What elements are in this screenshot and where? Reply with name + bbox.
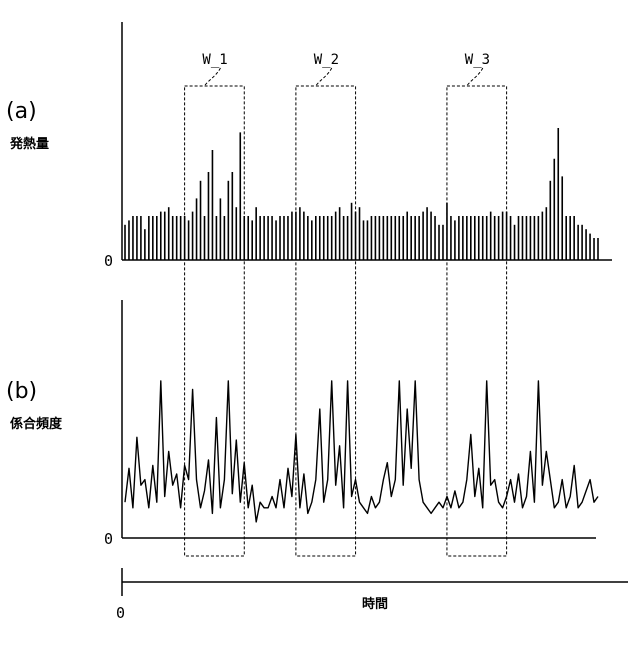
time-axis: 0 時間 <box>116 568 628 622</box>
panel-a-label: (a) <box>6 99 37 124</box>
panel-b-label: (b) <box>6 379 37 404</box>
panel-a: (a) 発熱量 0 <box>6 22 612 270</box>
panel-b-zero-label: 0 <box>104 530 113 548</box>
panel-b: (b) 係合頻度 0 <box>6 300 598 548</box>
window-box <box>185 86 245 556</box>
time-axis-label: 時間 <box>362 596 388 612</box>
window-label: W_1 <box>202 52 227 68</box>
panel-a-bars <box>125 128 598 260</box>
panel-a-zero-label: 0 <box>104 252 113 270</box>
panel-b-ylabel: 係合頻度 <box>10 416 63 432</box>
window-leader-line <box>316 68 332 86</box>
window-label: W_2 <box>314 52 339 68</box>
window-leader-line <box>204 68 220 86</box>
time-axis-origin-label: 0 <box>116 604 125 622</box>
panel-b-series-line <box>125 381 598 522</box>
window-label: W_3 <box>465 52 490 68</box>
panel-a-ylabel: 発熱量 <box>9 136 49 152</box>
window-leader-line <box>467 68 483 86</box>
